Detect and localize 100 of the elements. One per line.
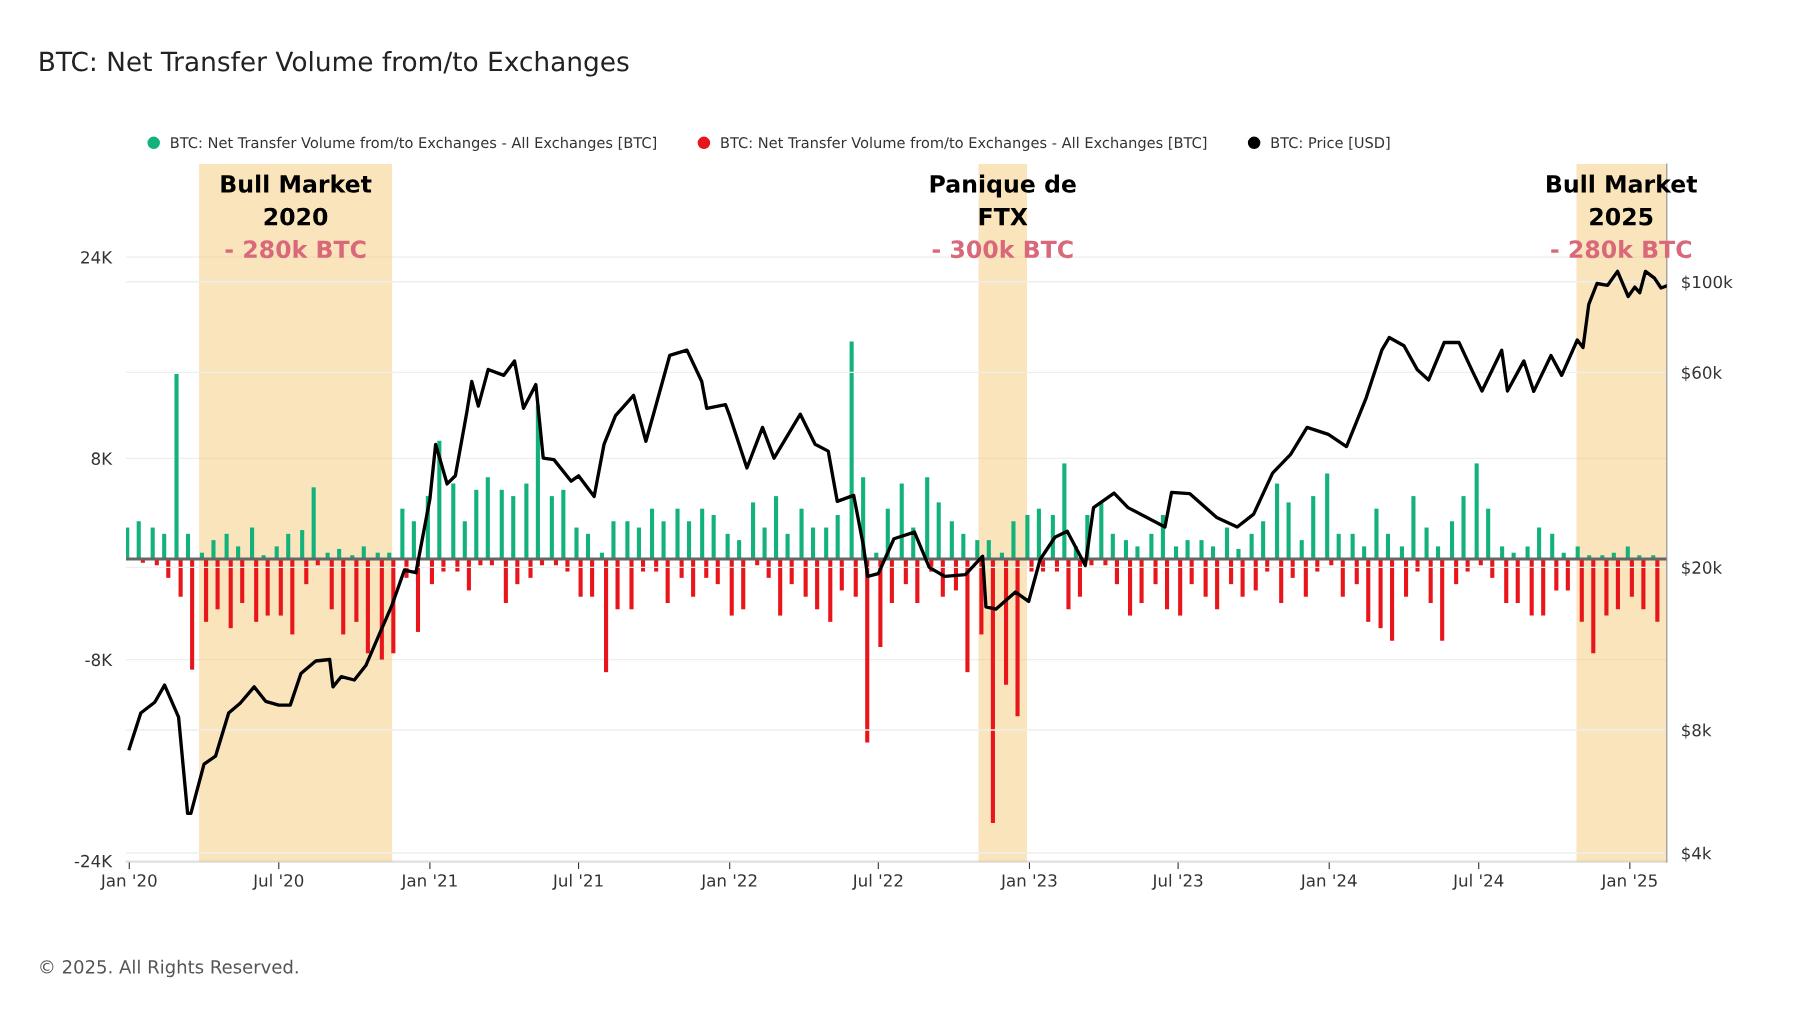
y-tick-label: -24K: [74, 854, 113, 868]
bar: [949, 521, 954, 559]
bar: [1525, 546, 1530, 559]
bar: [1340, 558, 1345, 597]
bar: [411, 521, 416, 559]
bar: [1249, 533, 1254, 559]
bar: [1378, 558, 1383, 629]
bar: [1428, 558, 1433, 603]
bar: [691, 558, 696, 597]
bar: [1625, 546, 1630, 559]
bar: [1350, 533, 1355, 559]
bar: [1411, 496, 1416, 559]
bar: [1641, 558, 1646, 610]
bar: [1504, 558, 1509, 603]
bar: [286, 533, 291, 559]
bar: [254, 558, 259, 622]
bar: [204, 558, 209, 622]
bar: [965, 558, 970, 673]
bar: [1261, 521, 1266, 559]
bar: [136, 521, 141, 559]
bar: [561, 489, 566, 559]
x-tick-label: Jan '21: [400, 874, 457, 890]
text: © 2025. All Rights Reserved.: [40, 959, 298, 978]
bar: [815, 558, 820, 610]
bar: [686, 521, 692, 559]
bar: [1336, 533, 1341, 559]
bar: [1299, 540, 1304, 559]
bar: [462, 521, 467, 559]
bar: [1029, 558, 1034, 572]
bar: [986, 540, 991, 559]
x-tick-label: Jul '22: [851, 873, 903, 890]
y2-tick-label: $8k: [1682, 723, 1712, 739]
y2-tick-label: $100k: [1682, 275, 1733, 291]
bar: [785, 533, 790, 559]
line-series: [127, 269, 1667, 816]
bar: [1123, 540, 1129, 559]
bar: [585, 533, 591, 559]
bar: [451, 483, 456, 559]
bar: [1036, 508, 1041, 559]
bar: [1385, 533, 1391, 559]
bar: [1240, 558, 1245, 597]
bar: [636, 527, 641, 559]
bar: [611, 521, 616, 559]
bar: [1215, 558, 1220, 610]
bar: [1325, 473, 1330, 559]
x-tick-label: Jan '25: [1600, 874, 1657, 890]
bar: [524, 483, 529, 559]
bar: [1629, 558, 1634, 597]
bar: [1253, 558, 1258, 591]
bar: [1579, 558, 1584, 622]
bar: [485, 477, 490, 559]
bar: [1077, 558, 1083, 597]
bar: [889, 558, 894, 603]
legend-label: BTC: Net Transfer Volume from/to Exchanges - All Exchanges [BTC]: [721, 136, 1207, 151]
bar: [1529, 558, 1534, 616]
bar: [762, 527, 767, 559]
bar: [604, 558, 609, 673]
bar: [361, 546, 366, 559]
bar: [236, 546, 241, 559]
bar: [215, 558, 220, 610]
bar: [849, 341, 854, 559]
bar: [1403, 558, 1409, 597]
bar: [1003, 558, 1009, 685]
bar: [1128, 558, 1133, 616]
bar: [1565, 558, 1570, 591]
bar: [240, 558, 245, 603]
bar: [1164, 558, 1170, 610]
bar: [1236, 548, 1241, 559]
annotation: - 300k BTC: [932, 239, 1073, 259]
bar: [1224, 527, 1230, 559]
bar: [1362, 546, 1367, 559]
bar: [828, 558, 833, 622]
bar: [1550, 533, 1555, 559]
bar: [1110, 533, 1115, 559]
bar: [915, 558, 920, 603]
bar: [341, 558, 346, 635]
bar: [1178, 558, 1183, 616]
bar: [799, 508, 804, 559]
bar: [511, 496, 516, 559]
bar: [835, 514, 840, 559]
bar: [578, 558, 583, 597]
bar: [1554, 558, 1559, 591]
bar: [503, 558, 508, 603]
bar: [354, 558, 359, 622]
bar: [1174, 546, 1179, 559]
bar: [1139, 558, 1144, 603]
bar: [1515, 558, 1520, 603]
bar: [274, 546, 279, 559]
bar: [1424, 527, 1429, 559]
bar: [565, 558, 570, 572]
y2-tick-label: $60k: [1682, 366, 1723, 382]
bar: [1374, 508, 1379, 559]
bar: [300, 530, 305, 559]
bar: [224, 533, 229, 559]
bar: [1135, 546, 1140, 559]
bar: [499, 489, 504, 559]
x-tick-label: Jan '23: [1000, 874, 1057, 890]
bar: [615, 558, 620, 610]
bar: [1500, 546, 1505, 559]
bar: [1436, 546, 1441, 559]
